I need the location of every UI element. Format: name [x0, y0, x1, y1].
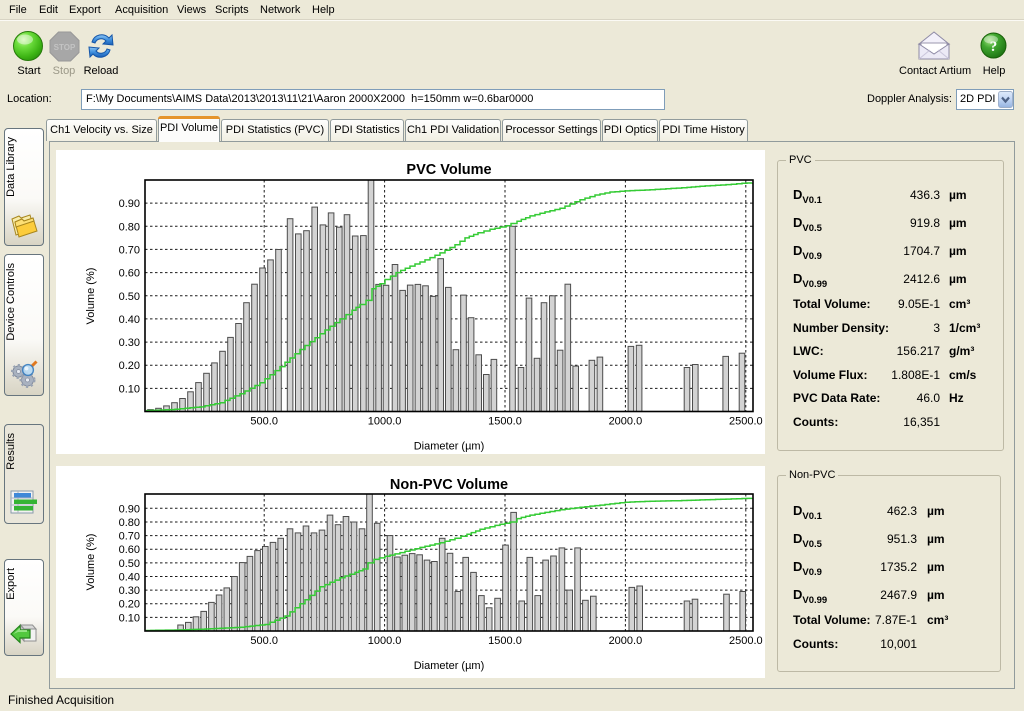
svg-text:2500.0: 2500.0: [729, 635, 763, 647]
svg-text:0.40: 0.40: [119, 314, 140, 326]
svg-text:Non-PVC Volume: Non-PVC Volume: [390, 477, 508, 493]
svg-text:0.70: 0.70: [119, 531, 140, 543]
svg-text:PVC Volume: PVC Volume: [406, 162, 491, 178]
svg-text:0.60: 0.60: [119, 544, 140, 556]
svg-text:Volume (%): Volume (%): [85, 534, 97, 591]
svg-text:Volume (%): Volume (%): [85, 268, 97, 325]
svg-text:0.50: 0.50: [119, 558, 140, 570]
svg-text:0.90: 0.90: [119, 503, 140, 515]
svg-text:0.10: 0.10: [119, 612, 140, 624]
svg-text:500.0: 500.0: [250, 416, 278, 428]
svg-text:500.0: 500.0: [250, 635, 278, 647]
svg-text:0.70: 0.70: [119, 244, 140, 256]
svg-text:2500.0: 2500.0: [729, 416, 763, 428]
svg-text:Diameter (µm): Diameter (µm): [414, 441, 485, 453]
svg-text:0.90: 0.90: [119, 198, 140, 210]
svg-text:0.50: 0.50: [119, 291, 140, 303]
svg-text:0.20: 0.20: [119, 360, 140, 372]
svg-text:1500.0: 1500.0: [488, 416, 522, 428]
svg-text:0.10: 0.10: [119, 383, 140, 395]
svg-text:STOP: STOP: [54, 43, 76, 52]
svg-text:0.60: 0.60: [119, 268, 140, 280]
svg-text:0.40: 0.40: [119, 572, 140, 584]
svg-text:0.30: 0.30: [119, 585, 140, 597]
svg-text:0.20: 0.20: [119, 599, 140, 611]
svg-text:1000.0: 1000.0: [368, 635, 402, 647]
svg-text:2000.0: 2000.0: [609, 416, 643, 428]
svg-text:1000.0: 1000.0: [368, 416, 402, 428]
svg-text:0.80: 0.80: [119, 221, 140, 233]
svg-text:2000.0: 2000.0: [609, 635, 643, 647]
svg-text:?: ?: [990, 39, 998, 55]
svg-text:1500.0: 1500.0: [488, 635, 522, 647]
svg-text:Diameter (µm): Diameter (µm): [414, 660, 485, 672]
svg-text:0.80: 0.80: [119, 517, 140, 529]
svg-text:0.30: 0.30: [119, 337, 140, 349]
